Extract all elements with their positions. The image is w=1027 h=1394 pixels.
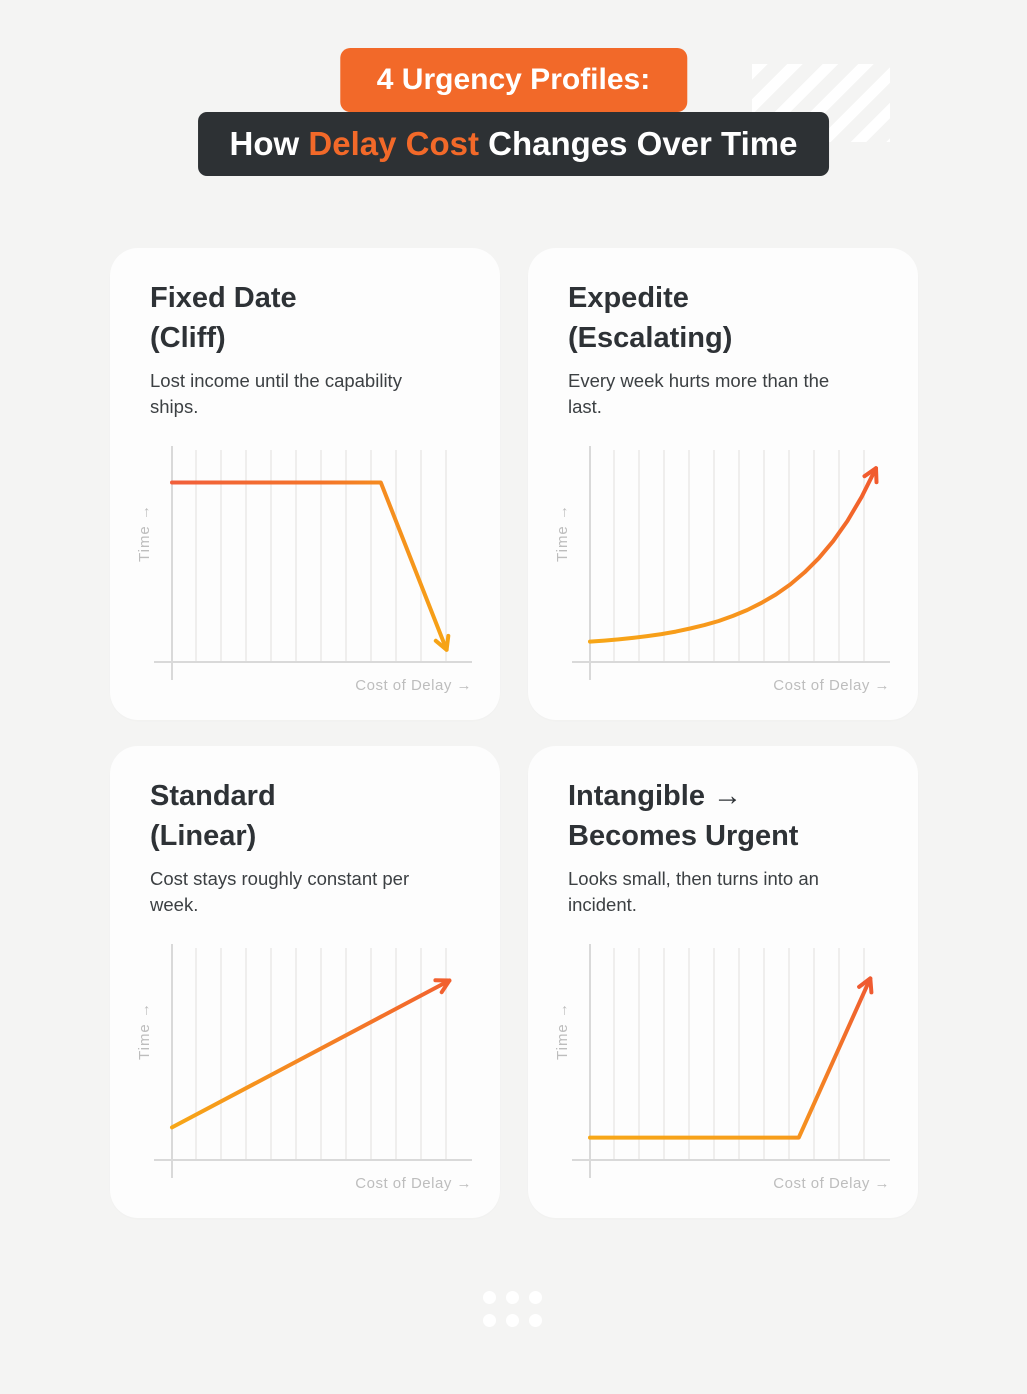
cost-curve [170,978,452,1130]
card-title: Standard (Linear) [150,776,276,856]
urgency-profile-card: Fixed Date (Cliff) Lost income until the… [110,248,500,720]
x-axis-label: Cost of Delay → [355,1175,472,1192]
dot [529,1291,542,1304]
cost-curve [588,976,873,1140]
card-title-line2: (Linear) [150,820,257,852]
card-title-line1: Expedite [568,282,689,314]
delay-cost-chart: Time → Cost of Delay → [136,446,472,694]
delay-cost-chart: Time → Cost of Delay → [136,944,472,1192]
x-axis-label: Cost of Delay → [773,1175,890,1192]
card-title-line1: Standard [150,780,276,812]
card-description: Lost income until the capability ships. [150,370,402,417]
page-title: How Delay Cost Changes Over Time [197,112,830,176]
y-axis-label: Time → [136,504,153,562]
card-title-line2: (Cliff) [150,322,226,354]
header-badge-label: 4 Urgency Profiles: [376,63,651,96]
page-title-prefix: How [229,125,300,162]
x-axis-label: Cost of Delay → [355,677,472,694]
card-title: Intangible → Becomes Urgent [568,776,798,856]
card-title-line2: Becomes Urgent [568,820,799,852]
cost-curve [170,480,449,652]
arrowhead [862,466,879,485]
y-axis-label: Time → [554,1002,571,1060]
urgency-profile-card: Expedite (Escalating) Every week hurts m… [528,248,918,720]
dot [529,1314,542,1327]
header-badge: 4 Urgency Profiles: [339,48,688,112]
card-description: Every week hurts more than the last. [568,370,830,417]
card-description: Looks small, then turns into an incident… [568,868,819,915]
arrowhead [433,633,451,652]
cards-grid: Fixed Date (Cliff) Lost income until the… [110,248,918,1218]
card-title-line2: (Escalating) [568,322,733,354]
card-title-line1: Intangible → [568,780,742,812]
card-title: Fixed Date (Cliff) [150,278,297,358]
arrowhead [857,976,874,995]
page-title-suffix: Changes Over Time [488,125,798,162]
x-axis-label: Cost of Delay → [773,677,890,694]
delay-cost-chart: Time → Cost of Delay → [554,944,890,1192]
arrowhead [433,978,452,995]
urgency-profile-card: Standard (Linear) Cost stays roughly con… [110,746,500,1218]
y-axis-label: Time → [136,1002,153,1060]
page-title-highlight: Delay Cost [308,125,479,162]
urgency-profile-card: Intangible → Becomes Urgent Looks small,… [528,746,918,1218]
dot [506,1314,519,1327]
dot [483,1291,496,1304]
card-description: Cost stays roughly constant per week. [150,868,410,915]
card-title-line1: Fixed Date [150,282,297,314]
cost-curve [588,466,878,644]
dot [483,1314,496,1327]
six-dot-decoration [483,1291,542,1327]
card-title: Expedite (Escalating) [568,278,732,358]
y-axis-label: Time → [554,504,571,562]
dot [506,1291,519,1304]
delay-cost-chart: Time → Cost of Delay → [554,446,890,694]
